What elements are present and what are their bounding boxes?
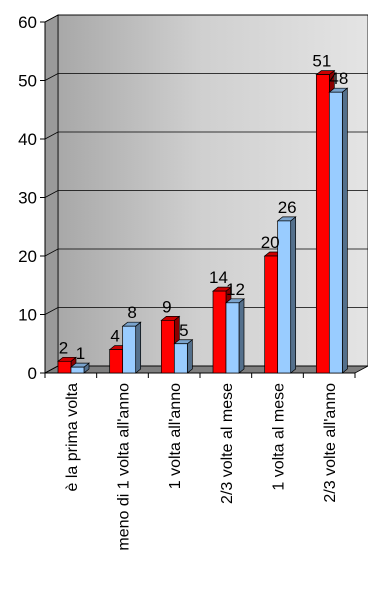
data-label: 26 <box>278 198 297 217</box>
data-label: 4 <box>110 327 119 346</box>
data-label: 2 <box>59 338 68 357</box>
x-tick-label: 2/3 volte al mese <box>219 383 236 504</box>
y-tick-label: 0 <box>28 364 37 383</box>
data-label: 1 <box>76 344 85 363</box>
bar-side-face <box>238 298 245 374</box>
x-tick-label: 1 volta al mese <box>271 383 288 491</box>
bar <box>122 325 137 374</box>
gridline <box>44 73 368 81</box>
bar-side-face <box>186 339 193 374</box>
gridline <box>44 190 368 198</box>
bar <box>315 74 330 374</box>
x-tick-label: è la prima volta <box>64 383 81 492</box>
data-label: 9 <box>162 297 171 316</box>
y-tick-label: 50 <box>18 72 37 91</box>
gridline <box>44 131 368 140</box>
y-tick-label: 40 <box>18 130 37 149</box>
bar <box>225 302 240 374</box>
y-tick-label: 30 <box>18 189 37 208</box>
bar-side-face <box>341 87 348 374</box>
bar-side-face <box>135 321 142 374</box>
x-tick-label: 2/3 volte all'anno <box>322 383 339 503</box>
bar <box>109 349 124 374</box>
x-tick-label: 1 volta all'anno <box>167 383 184 489</box>
bar <box>57 360 72 374</box>
bar <box>264 255 279 374</box>
data-label: 5 <box>179 321 188 340</box>
data-label: 20 <box>261 233 280 252</box>
data-label: 8 <box>127 303 136 322</box>
data-label: 48 <box>329 69 348 88</box>
bar <box>173 343 188 374</box>
bar <box>328 91 343 374</box>
bar <box>70 366 85 374</box>
bar <box>212 290 227 374</box>
gridline <box>44 14 368 23</box>
y-tick-label: 10 <box>18 306 37 325</box>
x-tick-label: meno di 1 volta all'anno <box>116 383 133 551</box>
data-label: 12 <box>226 280 245 299</box>
bar <box>160 320 175 374</box>
bar-side-face <box>290 216 297 374</box>
y-tick-label: 60 <box>18 13 37 32</box>
bar <box>277 220 292 374</box>
data-label: 14 <box>209 268 228 287</box>
data-label: 51 <box>312 52 331 71</box>
gridline <box>44 248 368 257</box>
y-tick-label: 20 <box>18 247 37 266</box>
